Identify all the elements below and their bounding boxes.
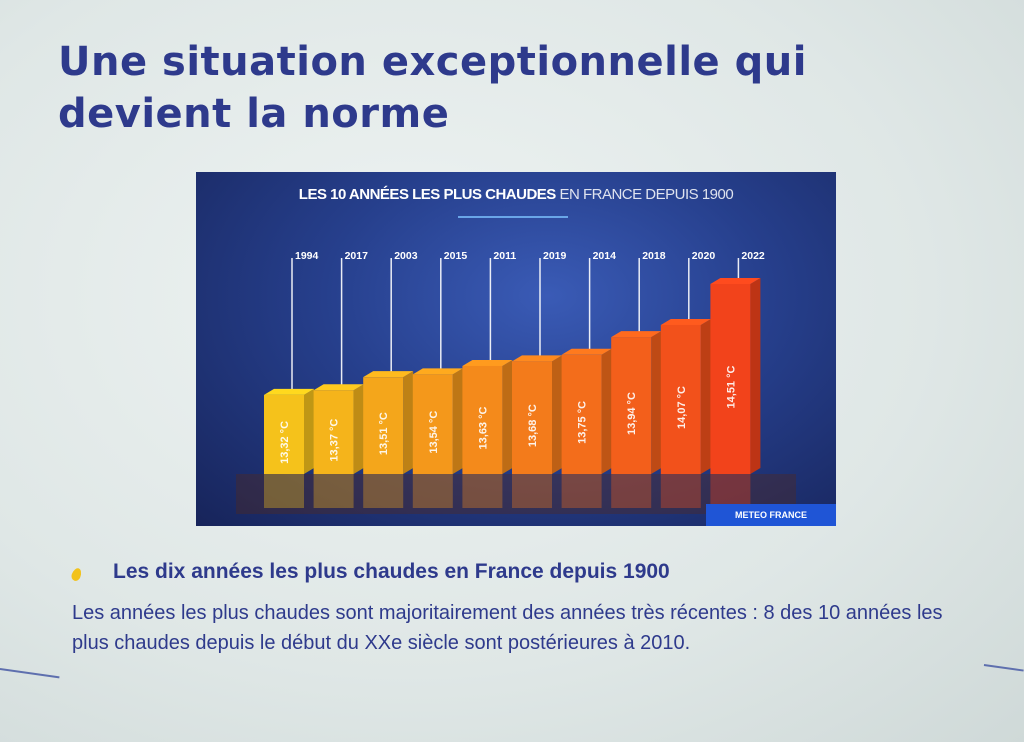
bar-side — [353, 384, 364, 474]
bullet-heading: Les dix années les plus chaudes en Franc… — [113, 560, 670, 583]
left-edge-line — [0, 668, 60, 678]
bar — [313, 390, 354, 474]
bar-top — [611, 331, 662, 338]
year-label: 2022 — [741, 250, 765, 262]
bar-side — [502, 359, 513, 474]
bar-reflection — [710, 474, 751, 508]
year-label: 2019 — [543, 250, 567, 262]
bar-side — [700, 318, 711, 474]
year-label: 2015 — [444, 250, 468, 262]
bar — [561, 354, 602, 474]
bullet-body: Les années les plus chaudes sont majorit… — [72, 602, 943, 654]
bar-side — [601, 348, 612, 474]
year-label: 2011 — [493, 250, 516, 262]
bar-top — [660, 318, 711, 325]
year-label: 2003 — [394, 250, 418, 262]
value-label: 13,63 °C — [477, 406, 489, 449]
slide-title: Une situation exceptionnelle qui devient… — [58, 39, 807, 137]
bar — [264, 394, 304, 474]
bar-top — [561, 348, 612, 355]
bar-top — [363, 371, 414, 378]
bar-reflection — [462, 474, 503, 508]
bar-top — [313, 384, 364, 391]
bar — [462, 365, 503, 474]
bar-top — [412, 368, 463, 375]
bar-top — [264, 388, 314, 395]
bar-chart: 1994 13,32 °C 2017 13,37 °C 2003 13,51 °C 2015… — [236, 250, 796, 514]
bar-reflection — [512, 474, 552, 508]
value-label: 13,94 °C — [626, 392, 638, 435]
bar-side — [304, 388, 314, 474]
chart-title-light: EN FRANCE DEPUIS 1900 — [559, 186, 734, 203]
year-label: 2017 — [345, 250, 369, 262]
chart-floor — [236, 474, 796, 514]
value-label: 13,54 °C — [428, 411, 440, 454]
bar-reflection — [264, 474, 304, 508]
bar — [512, 361, 552, 474]
bar — [710, 284, 751, 474]
year-label: 2020 — [692, 250, 716, 262]
bar-reflection — [412, 474, 453, 508]
chart-title-bold: LES 10 ANNÉES LES PLUS CHAUDES — [298, 186, 557, 203]
right-edge-line — [983, 664, 1024, 672]
bar-top — [710, 278, 761, 284]
bar-top — [512, 355, 562, 362]
bar — [611, 337, 652, 474]
bar-side — [552, 355, 562, 474]
bar — [412, 374, 453, 474]
value-label: 14,07 °C — [676, 386, 688, 429]
source-badge: METEO FRANCE — [706, 504, 836, 526]
bar-side — [651, 331, 662, 474]
bullet-icon — [70, 566, 83, 583]
bar-side — [750, 278, 761, 474]
bar-reflection — [561, 474, 602, 508]
value-label: 13,51 °C — [378, 412, 390, 455]
bar-reflection — [611, 474, 652, 508]
value-label: 13,75 °C — [577, 401, 589, 444]
value-label: 13,37 °C — [329, 419, 341, 462]
bar-reflection — [363, 474, 404, 508]
year-label: 1994 — [295, 250, 319, 262]
value-label: 14,51 °C — [725, 365, 737, 408]
chart-panel: 1994 13,32 °C 2017 13,37 °C 2003 13,51 °C 2015… — [196, 172, 836, 526]
bar — [363, 377, 404, 474]
bar-side — [452, 368, 463, 474]
chart-title: LES 10 ANNÉES LES PLUS CHAUDES EN FRANCE… — [196, 186, 836, 203]
chart-title-underline — [458, 216, 568, 218]
value-label: 13,68 °C — [527, 404, 539, 447]
value-label: 13,32 °C — [279, 421, 291, 464]
year-label: 2014 — [593, 250, 617, 262]
year-label: 2018 — [642, 250, 666, 262]
bar — [660, 324, 701, 474]
bar-reflection — [660, 474, 701, 508]
bar-reflection — [313, 474, 354, 508]
bar-side — [403, 371, 414, 474]
bar-top — [462, 359, 513, 366]
